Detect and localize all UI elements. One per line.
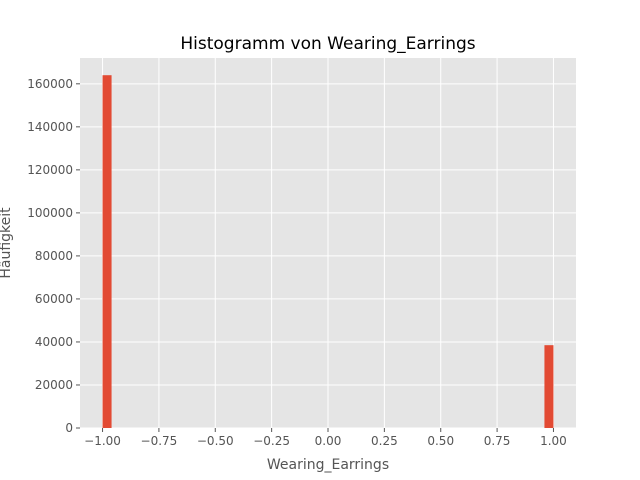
x-tick-label: −0.50 bbox=[197, 434, 234, 448]
x-tick-label: −1.00 bbox=[84, 434, 121, 448]
x-tick-label: −0.25 bbox=[253, 434, 290, 448]
y-tick-label: 0 bbox=[65, 421, 73, 435]
histogram-bar bbox=[102, 75, 112, 429]
y-tick-label: 120000 bbox=[27, 163, 73, 177]
x-tick-label: 0.00 bbox=[315, 434, 342, 448]
y-tick-label: 160000 bbox=[27, 77, 73, 91]
chart-title: Histogramm von Wearing_Earrings bbox=[180, 34, 475, 54]
y-tick-label: 80000 bbox=[35, 249, 73, 263]
y-tick-label: 60000 bbox=[35, 292, 73, 306]
x-axis-label: Wearing_Earrings bbox=[267, 457, 389, 473]
y-axis-ticks: 0 20000 40000 60000 80000 100000 120000 140000 1… bbox=[27, 77, 80, 435]
x-tick-label: 0.75 bbox=[484, 434, 511, 448]
x-tick-label: −0.75 bbox=[141, 434, 178, 448]
y-tick-label: 40000 bbox=[35, 335, 73, 349]
x-tick-label: 0.50 bbox=[427, 434, 454, 448]
x-tick-label: 1.00 bbox=[540, 434, 567, 448]
x-axis-ticks: −1.00 −0.75 −0.50 −0.25 0.00 0.25 0.50 0.75 1.00 bbox=[84, 428, 567, 448]
y-axis-label: Häufigkeit bbox=[0, 207, 14, 279]
y-tick-label: 20000 bbox=[35, 378, 73, 392]
y-tick-label: 140000 bbox=[27, 120, 73, 134]
x-tick-label: 0.25 bbox=[371, 434, 398, 448]
histogram-bar bbox=[544, 345, 554, 428]
bars bbox=[102, 75, 554, 429]
y-tick-label: 100000 bbox=[27, 206, 73, 220]
